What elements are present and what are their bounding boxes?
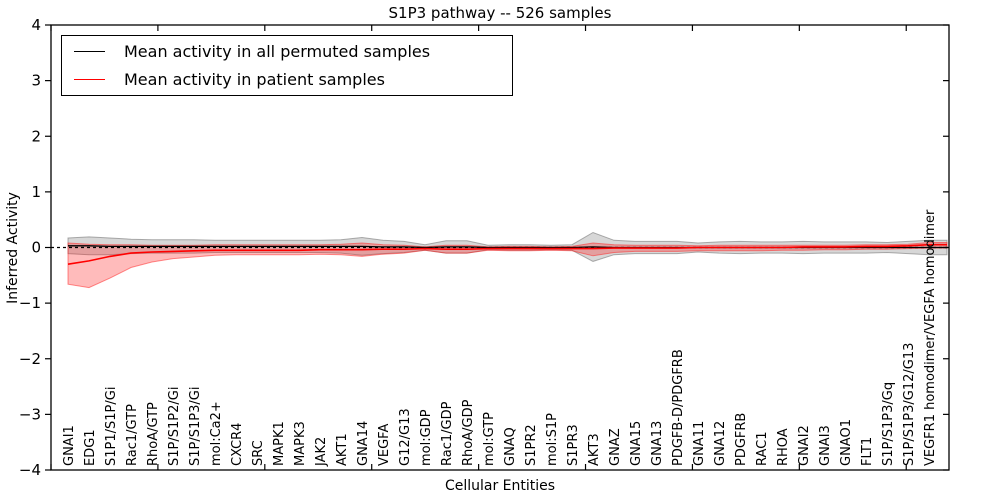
x-category-label: PDGFB-D/PDGFRB [671,349,686,466]
x-category-label: S1P/S1P3/G12/G13 [902,343,917,466]
x-category-label: RAC1 [755,431,770,466]
x-category-label: S1PR3 [566,424,581,466]
y-tick-label: −2 [19,350,41,368]
x-category-label: RHOA [776,428,791,466]
x-category-label: S1P/S1P2/Gi [167,387,182,466]
chart-title: S1P3 pathway -- 526 samples [388,4,612,22]
x-category-label: SRC [251,440,266,466]
legend-box: Mean activity in all permuted samples Me… [61,35,513,96]
y-tick-label: −3 [19,405,41,423]
x-category-label: mol:S1P [545,413,560,466]
x-category-label: S1P1/S1P/Gi [104,387,119,466]
x-category-label: RhoA/GDP [461,399,476,466]
x-category-label: GNA15 [629,421,644,466]
x-category-label: MAPK3 [293,421,308,466]
x-category-label: GNAZ [608,428,623,466]
x-category-label: mol:Ca2+ [209,401,224,466]
x-category-label: mol:GTP [482,412,497,466]
legend-entry-permuted: Mean activity in all permuted samples [62,38,512,64]
x-category-label: MAPK1 [272,421,287,466]
permuted-line-sample [74,50,105,52]
x-category-label: EDG1 [83,429,98,466]
x-category-label: AKT3 [587,433,602,466]
x-category-label: Rac1/GTP [125,404,140,466]
x-category-label: S1P/S1P3/Gi [188,387,203,466]
y-tick-label: −4 [19,461,41,479]
x-category-label: VEGFR1 homodimer/VEGFA homodimer [923,209,938,466]
legend-label-permuted: Mean activity in all permuted samples [124,41,431,61]
x-category-label: GNAI1 [62,425,77,466]
x-category-label: GNA14 [356,421,371,466]
y-tick-label: 0 [31,239,41,257]
x-category-label: Rac1/GDP [440,401,455,466]
x-category-label: GNAI2 [797,425,812,466]
x-category-label: VEGFA [377,424,392,466]
x-category-label: GNA12 [713,421,728,466]
x-category-label: GNAI3 [818,425,833,466]
x-category-label: PDGFRB [734,413,749,466]
x-category-label: GNAQ [503,427,518,466]
patient-line-sample [74,79,105,81]
x-category-label: CXCR4 [230,423,245,466]
x-category-label: JAK2 [314,437,329,467]
patient-mean-line [67,243,947,265]
x-axis-label: Cellular Entities [444,478,556,494]
legend-label-patient: Mean activity in patient samples [124,70,385,90]
x-category-label: G12/G13 [398,408,413,466]
y-tick-label: 3 [31,72,41,90]
y-tick-label: 4 [31,16,41,34]
y-tick-label: 1 [31,183,41,201]
y-axis-label: Inferred Activity [5,192,21,304]
x-category-label: S1PR2 [524,424,539,466]
x-category-label: GNA13 [650,421,665,466]
y-tick-label: −1 [19,294,41,312]
legend-entry-patient: Mean activity in patient samples [62,67,512,93]
x-category-label: RhoA/GTP [146,402,161,466]
x-category-label: S1P/S1P3/Gq [881,382,896,466]
x-category-label: GNA11 [692,421,707,466]
x-category-label: FLT1 [860,437,875,466]
y-tick-label: 2 [31,127,41,145]
x-category-label: AKT1 [335,433,350,466]
x-category-label: GNAO1 [839,419,854,466]
x-category-label: mol:GDP [419,409,434,466]
